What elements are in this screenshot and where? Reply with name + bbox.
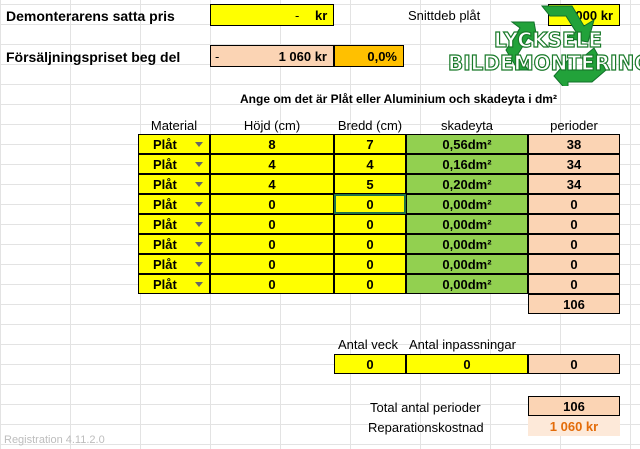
instruction-text: Ange om det är Plåt eller Aluminium och … (240, 92, 557, 106)
cell-perioder: 0 (528, 274, 620, 294)
cell-material[interactable]: Plåt (138, 174, 210, 194)
dropdown-arrow-icon[interactable] (195, 162, 203, 167)
forsalj-dash: - (215, 49, 220, 64)
cell-material[interactable]: Plåt (138, 154, 210, 174)
cell-skadeyta: 0,00dm² (406, 194, 528, 214)
cell-skadeyta: 0,00dm² (406, 214, 528, 234)
cell-bredd[interactable]: 7 (334, 134, 406, 154)
cell-hojd[interactable]: 0 (210, 194, 334, 214)
material-value: Plåt (153, 236, 177, 252)
cell-perioder: 0 (528, 234, 620, 254)
material-value: Plåt (153, 176, 177, 192)
cell-perioder: 34 (528, 154, 620, 174)
cell-skadeyta: 0,00dm² (406, 274, 528, 294)
snittdeb-label: Snittdeb plåt (408, 8, 481, 23)
dropdown-arrow-icon[interactable] (195, 142, 203, 147)
cell-bredd[interactable]: 5 (334, 174, 406, 194)
demont-price-label: Demonterarens satta pris (6, 8, 175, 24)
registration-version: Registration 4.11.2.0 (4, 434, 105, 446)
antal-inpass-input[interactable]: 0 (406, 354, 528, 374)
material-value: Plåt (153, 256, 177, 272)
total-label: Total antal perioder (370, 400, 481, 415)
header-bredd: Bredd (cm) (337, 117, 403, 133)
header-perioder: perioder (550, 117, 598, 133)
rep-label: Reparationskostnad (368, 420, 484, 435)
extra-perioder: 0 (528, 354, 620, 374)
cell-hojd[interactable]: 0 (210, 274, 334, 294)
cell-skadeyta: 0,56dm² (406, 134, 528, 154)
dropdown-arrow-icon[interactable] (195, 282, 203, 287)
cell-material[interactable]: Plåt (138, 214, 210, 234)
forsalj-price-cell[interactable]: - 1 060 kr (210, 45, 334, 67)
cell-hojd[interactable]: 4 (210, 154, 334, 174)
antal-veck-input[interactable]: 0 (334, 354, 406, 374)
dropdown-arrow-icon[interactable] (195, 222, 203, 227)
cell-bredd[interactable]: 4 (334, 154, 406, 174)
cell-perioder: 0 (528, 214, 620, 234)
cell-material[interactable]: Plåt (138, 194, 210, 214)
header-skadeyta: skadeyta (440, 117, 494, 133)
perioder-sum: 106 (528, 294, 620, 314)
demont-price-unit: kr (315, 8, 328, 23)
cell-material[interactable]: Plåt (138, 274, 210, 294)
dropdown-arrow-icon[interactable] (195, 262, 203, 267)
cell-perioder: 0 (528, 254, 620, 274)
demont-price-input[interactable]: - kr (210, 4, 334, 26)
forsalj-percent[interactable]: 0,0% (334, 45, 404, 67)
cell-hojd[interactable]: 0 (210, 214, 334, 234)
demont-price-value: - (295, 8, 300, 23)
logo-line2: BILDEMONTERING (447, 50, 640, 75)
material-value: Plåt (153, 156, 177, 172)
cell-bredd[interactable]: 0 (334, 234, 406, 254)
rep-value: 1 060 kr (528, 416, 620, 436)
cell-hojd[interactable]: 4 (210, 174, 334, 194)
cell-material[interactable]: Plåt (138, 254, 210, 274)
cell-bredd-selected[interactable]: 0 (334, 194, 406, 214)
cell-hojd[interactable]: 8 (210, 134, 334, 154)
recycle-logo-icon (505, 5, 607, 86)
dropdown-arrow-icon[interactable] (195, 182, 203, 187)
logo-line1: LYCKSELE (493, 27, 603, 52)
cell-perioder: 38 (528, 134, 620, 154)
material-value: Plåt (153, 216, 177, 232)
cell-skadeyta: 0,16dm² (406, 154, 528, 174)
forsalj-label: Försäljningspriset beg del (6, 49, 181, 65)
material-value: Plåt (153, 276, 177, 292)
forsalj-value: 1 060 kr (278, 49, 327, 64)
cell-material[interactable]: Plåt (138, 134, 210, 154)
cell-bredd[interactable]: 0 (334, 274, 406, 294)
dropdown-arrow-icon[interactable] (195, 242, 203, 247)
antal-inpass-label: Antal inpassningar (409, 337, 516, 352)
cell-hojd[interactable]: 0 (210, 234, 334, 254)
cell-skadeyta: 0,00dm² (406, 254, 528, 274)
material-value: Plåt (153, 196, 177, 212)
material-value: Plåt (153, 136, 177, 152)
antal-veck-label: Antal veck (338, 337, 398, 352)
total-value: 106 (528, 396, 620, 416)
header-hojd: Höjd (cm) (243, 117, 301, 133)
dropdown-arrow-icon[interactable] (195, 202, 203, 207)
cell-skadeyta: 0,20dm² (406, 174, 528, 194)
cell-skadeyta: 0,00dm² (406, 234, 528, 254)
cell-bredd[interactable]: 0 (334, 254, 406, 274)
header-material: Material (150, 117, 198, 133)
cell-bredd[interactable]: 0 (334, 214, 406, 234)
cell-perioder: 0 (528, 194, 620, 214)
cell-material[interactable]: Plåt (138, 234, 210, 254)
cell-hojd[interactable]: 0 (210, 254, 334, 274)
cell-perioder: 34 (528, 174, 620, 194)
